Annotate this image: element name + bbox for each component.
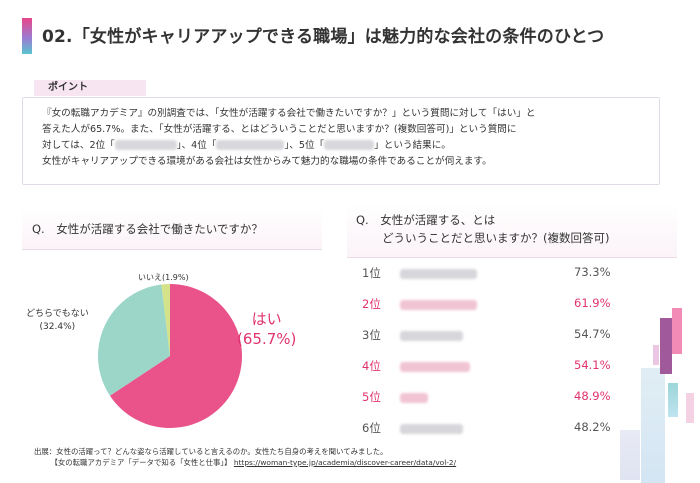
pie-label-neutral: どちらでもない (32.4%) [26, 308, 89, 334]
point-text: 『女の転職アカデミア』の別調査では、「女性が活躍する会社で働きたいですか？」とい… [42, 106, 654, 170]
pie-svg [97, 284, 242, 428]
point-line-3b: 」、4位「 [176, 140, 217, 151]
decor-block [668, 383, 678, 417]
point-line-3: 対しては、2位「 」、4位「 」、5位「 」という結果に。 [42, 138, 654, 154]
pie-label-neutral-value: (32.4%) [39, 322, 76, 332]
title-accent-bar [22, 18, 32, 54]
pie-slice-neutral [97, 284, 170, 396]
source-note: 出展：女性の活躍って？どんな姿なら活躍していると言えるのか。女性たち自身の考えを… [34, 446, 456, 468]
ranking-position: 6位 [362, 421, 381, 435]
ranking-row: 6位 48.2% [352, 420, 652, 438]
ranking-row: 1位 73.3% [352, 265, 652, 283]
point-label: ポイント [34, 80, 146, 96]
page-title: 02.「女性がキャリアアップできる職場」は魅力的な会社の条件のひとつ [42, 27, 605, 47]
ranking-percentage: 54.7% [574, 327, 611, 341]
ranking-position: 1位 [362, 266, 381, 280]
ranking-percentage: 61.9% [574, 296, 611, 310]
source-link[interactable]: https://woman-type.jp/academia/discover-… [233, 458, 457, 467]
point-line-3c: 」、5位「 [284, 140, 325, 151]
ranking-percentage: 48.9% [574, 389, 611, 403]
ranking-blurred-answer [400, 269, 477, 279]
ranking-row: 2位 61.9% [352, 296, 652, 314]
pie-slice-no [161, 284, 170, 356]
pie-chart [97, 283, 243, 429]
decor-block [672, 308, 682, 354]
point-line-3d: 」という結果に。 [374, 140, 451, 151]
point-line-1: 『女の転職アカデミア』の別調査では、「女性が活躍する会社で働きたいですか？」とい… [42, 108, 536, 119]
decor-block [641, 368, 665, 483]
ranking-blurred-answer [400, 300, 477, 310]
ranking-blurred-answer [400, 362, 470, 372]
question-right-line-1: Q. 女性が活躍する、とは [356, 213, 496, 227]
question-right-header [347, 203, 677, 258]
pie-slice-yes [109, 284, 242, 428]
decor-block [686, 393, 694, 423]
ranking-position: 5位 [362, 390, 381, 404]
ranking-row: 5位 48.9% [352, 389, 652, 407]
source-line-2: 【女の転職アカデミア「データで知る「女性と仕事」】 https://woman-… [34, 457, 456, 468]
source-line-1: 出展：女性の活躍って？どんな姿なら活躍していると言えるのか。女性たち自身の考えを… [34, 447, 388, 456]
question-right-line-2: どういうことだと思いますか？(複数回答可) [382, 231, 610, 245]
point-line-4: 女性がキャリアアップできる環境がある会社は女性からみて魅力的な職場の条件であるこ… [42, 156, 492, 167]
source-prefix: 【女の転職アカデミア「データで知る「女性と仕事」】 [50, 458, 232, 467]
ranking-position: 3位 [362, 328, 381, 342]
ranking-position: 4位 [362, 359, 381, 373]
ranking-percentage: 48.2% [574, 420, 611, 434]
ranking-percentage: 54.1% [574, 358, 611, 372]
pie-label-yes-value: (65.7%) [237, 330, 297, 348]
point-line-2: 答えた人が65.7%。また、「女性が活躍する、とはどういうことだと思いますか？(… [42, 124, 517, 135]
decor-block [660, 318, 672, 374]
blurred-text [114, 140, 177, 150]
ranking-blurred-answer [400, 393, 428, 403]
decor-block [653, 345, 659, 365]
pie-label-no: いいえ(1.9%) [138, 273, 189, 282]
decor-block [620, 430, 640, 480]
ranking-row: 4位 54.1% [352, 358, 652, 376]
question-left-header [22, 209, 322, 250]
pie-label-neutral-name: どちらでもない [26, 309, 89, 319]
ranking-blurred-answer [400, 331, 463, 341]
blurred-text [324, 140, 375, 150]
ranking-percentage: 73.3% [574, 265, 611, 279]
question-left: Q. 女性が活躍する会社で働きたいですか？ [32, 222, 263, 236]
blurred-text [216, 140, 285, 150]
ranking-blurred-answer [400, 424, 463, 434]
pie-label-yes: はい (65.7%) [237, 309, 296, 349]
ranking-row: 3位 54.7% [352, 327, 652, 345]
point-line-3a: 対しては、2位「 [42, 140, 115, 151]
pie-label-yes-name: はい [251, 310, 282, 328]
ranking-position: 2位 [362, 297, 381, 311]
